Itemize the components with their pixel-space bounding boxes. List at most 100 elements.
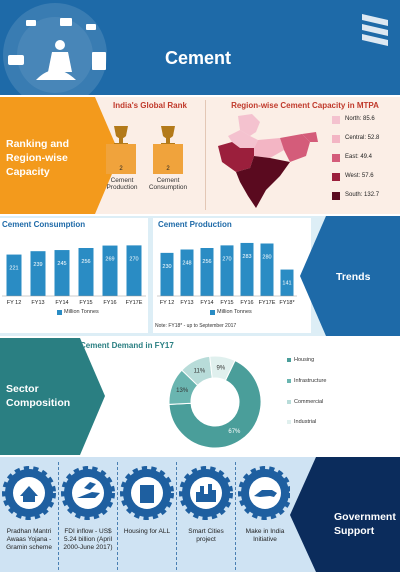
map-region-northeast: [302, 132, 318, 142]
legend-label-south: South: 132.7: [345, 192, 380, 198]
legend-label-commercial: Commercial: [294, 399, 324, 405]
trophy-icon: [114, 126, 128, 146]
header-graphics: [3, 3, 388, 95]
gear-icon-housing-for-all: [120, 466, 174, 520]
ranking-divider: [205, 100, 206, 210]
bar-FY16: [240, 242, 254, 296]
legend-swatch-west: [332, 173, 340, 181]
x-tick-label: FY 12: [160, 300, 175, 306]
trends-section-label: Trends: [336, 271, 371, 283]
donut-value-label: 11%: [194, 369, 206, 375]
gov-item-smart-cities: Smart Cities project: [188, 528, 224, 543]
donut-slice-industrial: [209, 355, 236, 382]
government-section-label: Government Support: [334, 511, 396, 537]
x-tick-label: FY 12: [7, 300, 22, 306]
bar-FY13: [30, 251, 46, 296]
bar-value-label: 248: [182, 261, 191, 267]
donut-value-label: 13%: [176, 388, 189, 394]
consumption-legend-swatch: [57, 310, 62, 315]
bar-value-label: 256: [202, 259, 211, 265]
x-tick-label: FY14: [200, 300, 213, 306]
ranking-section-label: Ranking and Region-wise Capacity: [6, 138, 70, 178]
legend-label-infrastructure: Infrastructure: [294, 378, 327, 384]
gov-item-housing-for-all: Housing for ALL: [123, 528, 171, 535]
production-legend-label: Million Tonnes: [217, 309, 252, 315]
bar-FY15: [220, 245, 234, 296]
gear-icon-fdi: [61, 466, 115, 520]
consumption-panel: [0, 218, 148, 333]
lion-icon: [254, 490, 277, 497]
legend-label-industrial: Industrial: [294, 419, 317, 425]
x-tick-label: FY17E: [126, 300, 143, 306]
demand-donut-chart: 67% 13% 11% 9%: [168, 355, 262, 449]
global-rank-title: India's Global Rank: [113, 101, 187, 110]
legend-label-west: West: 57.6: [345, 173, 374, 179]
demand-legend-swatches: [287, 358, 291, 424]
gear-icon-make-in-india: [238, 466, 290, 520]
rank-box-production: [106, 144, 136, 174]
consumption-legend-label: Million Tonnes: [64, 309, 99, 315]
legend-swatch-infrastructure: [287, 379, 291, 383]
consumption-bar-chart: 221 FY 12 239 FY13 245 FY14 256 FY15 269 FY16 270 F…: [2, 245, 146, 306]
gov-divider: [235, 462, 237, 570]
bar-value-label: 256: [81, 259, 90, 265]
building-icon: [140, 485, 154, 503]
trophy-icon: [161, 126, 175, 146]
bar-FY17E: [260, 243, 274, 296]
bar-FY14: [200, 248, 214, 296]
gov-item-pmay: Pradhan Mantri Awaas Yojana - Gramin sch…: [6, 528, 52, 551]
x-tick-label: FY18*: [279, 300, 295, 306]
india-capacity-map: [218, 114, 318, 208]
bar-FY17E: [126, 245, 142, 296]
gov-item-fdi: FDI inflow - US$ 5.24 billion (April 200…: [63, 528, 113, 551]
demand-chart-title: Cement Demand in FY17: [80, 341, 174, 350]
header-emblem-ring: [3, 3, 107, 95]
x-tick-label: FY16: [240, 300, 253, 306]
city-skyline-icon: [196, 484, 216, 502]
bar-value-label: 270: [129, 256, 138, 262]
sector-section-label: Sector Composition: [6, 383, 71, 409]
gear-icon-smart-cities: [179, 466, 233, 520]
gov-divider: [117, 462, 119, 570]
construction-tools-icon: [8, 18, 106, 70]
bar-FY 12: [160, 252, 174, 296]
stacked-layers-icon: [362, 14, 388, 46]
production-chart-title: Cement Production: [158, 220, 232, 229]
map-region-north: [238, 114, 260, 136]
production-footnote: Note: FY18* - up to September 2017: [155, 323, 237, 329]
bar-FY16: [102, 245, 118, 296]
gov-divider: [176, 462, 178, 570]
bar-FY15: [78, 248, 94, 296]
x-tick-label: FY13: [31, 300, 44, 306]
bar-value-label: 280: [262, 255, 271, 261]
consumption-chart-title: Cement Consumption: [2, 220, 86, 229]
airplane-icon: [77, 482, 100, 498]
rank-label-consumption: Cement Consumption: [148, 177, 188, 191]
bar-value-label: 239: [33, 262, 42, 268]
legend-swatch-commercial: [287, 400, 291, 404]
sector-label-shape: [0, 338, 105, 455]
gov-item-make-in-india: Make in India Initiative: [245, 528, 285, 543]
legend-label-housing: Housing: [294, 357, 315, 363]
rank-value-production: 2: [119, 166, 123, 172]
map-title: Region-wise Cement Capacity in MTPA: [231, 101, 379, 110]
bar-FY13: [180, 249, 194, 296]
ranking-label-shape: [0, 97, 120, 214]
gov-divider: [58, 462, 60, 570]
map-legend-swatches: [332, 116, 340, 200]
government-gear-icons: [2, 466, 290, 520]
legend-swatch-central: [332, 135, 340, 143]
x-tick-label: FY15: [79, 300, 92, 306]
production-bar-chart: 230 FY 12 248 FY13 256 FY14 270 FY15 283 FY16 280 F…: [157, 242, 297, 306]
legend-swatch-industrial: [287, 420, 291, 424]
worker-icon: [36, 40, 76, 80]
donut-value-label: 67%: [228, 429, 241, 435]
bar-value-label: 283: [242, 254, 251, 260]
bar-value-label: 230: [162, 264, 171, 270]
trends-label-shape: [300, 216, 400, 336]
legend-label-central: Central: 52.8: [345, 135, 380, 141]
production-legend-swatch: [210, 310, 215, 315]
legend-swatch-south: [332, 192, 340, 200]
rank-value-consumption: 2: [166, 166, 170, 172]
bar-value-label: 270: [222, 256, 231, 262]
